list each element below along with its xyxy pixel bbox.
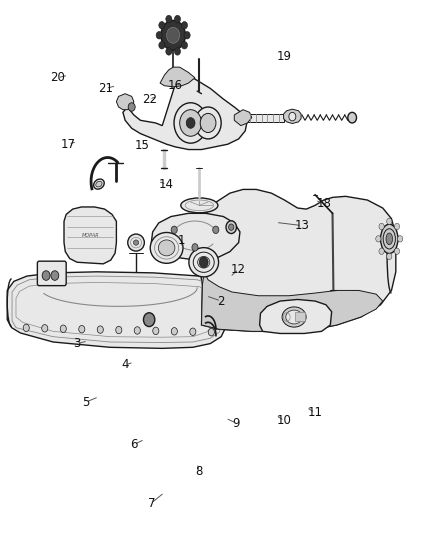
Circle shape bbox=[159, 21, 165, 29]
Circle shape bbox=[376, 236, 381, 242]
Polygon shape bbox=[160, 67, 195, 87]
Circle shape bbox=[394, 223, 399, 230]
Text: 11: 11 bbox=[307, 406, 322, 419]
Circle shape bbox=[387, 218, 392, 224]
Ellipse shape bbox=[198, 256, 210, 268]
Text: 3: 3 bbox=[74, 337, 81, 350]
Ellipse shape bbox=[128, 234, 145, 251]
Polygon shape bbox=[151, 213, 240, 259]
Circle shape bbox=[42, 271, 50, 280]
Circle shape bbox=[200, 114, 216, 133]
Text: 8: 8 bbox=[196, 465, 203, 478]
Circle shape bbox=[171, 226, 177, 233]
Ellipse shape bbox=[189, 248, 219, 277]
Text: 16: 16 bbox=[168, 79, 183, 92]
Circle shape bbox=[379, 223, 384, 230]
Ellipse shape bbox=[150, 232, 183, 263]
Circle shape bbox=[60, 325, 66, 333]
Circle shape bbox=[156, 31, 162, 39]
Circle shape bbox=[213, 226, 219, 233]
Text: MOPAR: MOPAR bbox=[81, 233, 99, 238]
Text: 14: 14 bbox=[159, 177, 174, 191]
Ellipse shape bbox=[282, 307, 306, 327]
Circle shape bbox=[199, 257, 208, 268]
Polygon shape bbox=[123, 78, 247, 150]
Circle shape bbox=[394, 248, 399, 254]
Circle shape bbox=[226, 221, 237, 233]
Ellipse shape bbox=[94, 179, 104, 189]
Ellipse shape bbox=[181, 198, 218, 213]
Ellipse shape bbox=[386, 233, 392, 245]
Circle shape bbox=[42, 325, 48, 332]
Text: 10: 10 bbox=[277, 414, 292, 427]
Text: 20: 20 bbox=[50, 71, 65, 84]
Circle shape bbox=[134, 327, 140, 334]
Ellipse shape bbox=[158, 240, 175, 256]
Ellipse shape bbox=[381, 224, 398, 254]
Circle shape bbox=[190, 328, 196, 335]
Polygon shape bbox=[7, 272, 226, 349]
Text: 15: 15 bbox=[135, 139, 150, 152]
Text: 6: 6 bbox=[130, 438, 138, 451]
Circle shape bbox=[23, 324, 29, 332]
Circle shape bbox=[195, 107, 221, 139]
Circle shape bbox=[379, 248, 384, 254]
Circle shape bbox=[192, 244, 198, 251]
Circle shape bbox=[180, 110, 201, 136]
Ellipse shape bbox=[286, 310, 302, 324]
Circle shape bbox=[181, 42, 187, 49]
Circle shape bbox=[387, 253, 392, 260]
Circle shape bbox=[128, 103, 135, 111]
FancyBboxPatch shape bbox=[37, 261, 66, 286]
Circle shape bbox=[144, 313, 155, 327]
Circle shape bbox=[348, 112, 357, 123]
Circle shape bbox=[174, 48, 180, 55]
Text: 4: 4 bbox=[121, 358, 129, 372]
Text: 7: 7 bbox=[148, 497, 155, 510]
Circle shape bbox=[181, 21, 187, 29]
Bar bbox=[247, 114, 285, 122]
Circle shape bbox=[166, 27, 180, 43]
Text: 13: 13 bbox=[294, 219, 309, 232]
Polygon shape bbox=[201, 272, 383, 332]
Circle shape bbox=[159, 42, 165, 49]
Text: 21: 21 bbox=[98, 82, 113, 95]
Polygon shape bbox=[260, 300, 332, 334]
Text: 9: 9 bbox=[233, 417, 240, 430]
Circle shape bbox=[97, 326, 103, 333]
Circle shape bbox=[229, 224, 234, 230]
Text: 1: 1 bbox=[178, 235, 186, 247]
Circle shape bbox=[174, 15, 180, 23]
Text: 2: 2 bbox=[217, 295, 225, 308]
Polygon shape bbox=[198, 189, 396, 332]
Circle shape bbox=[161, 20, 185, 50]
Ellipse shape bbox=[96, 181, 102, 187]
Polygon shape bbox=[234, 110, 252, 126]
Circle shape bbox=[153, 327, 159, 335]
Circle shape bbox=[166, 15, 172, 23]
Circle shape bbox=[186, 118, 195, 128]
Polygon shape bbox=[117, 94, 134, 110]
Circle shape bbox=[116, 326, 122, 334]
Circle shape bbox=[171, 328, 177, 335]
Circle shape bbox=[289, 112, 296, 121]
Polygon shape bbox=[64, 207, 117, 264]
Circle shape bbox=[184, 31, 190, 39]
Text: 19: 19 bbox=[277, 50, 292, 63]
Circle shape bbox=[398, 236, 403, 242]
Polygon shape bbox=[284, 109, 301, 124]
Text: 22: 22 bbox=[141, 93, 157, 106]
Ellipse shape bbox=[134, 240, 139, 245]
Text: 18: 18 bbox=[316, 197, 331, 211]
Text: 5: 5 bbox=[82, 395, 89, 409]
Circle shape bbox=[208, 328, 214, 336]
Text: 12: 12 bbox=[231, 263, 246, 276]
Bar bbox=[295, 312, 304, 321]
Circle shape bbox=[51, 271, 59, 280]
Circle shape bbox=[166, 48, 172, 55]
Text: 17: 17 bbox=[61, 138, 76, 151]
Circle shape bbox=[174, 103, 207, 143]
Circle shape bbox=[79, 326, 85, 333]
